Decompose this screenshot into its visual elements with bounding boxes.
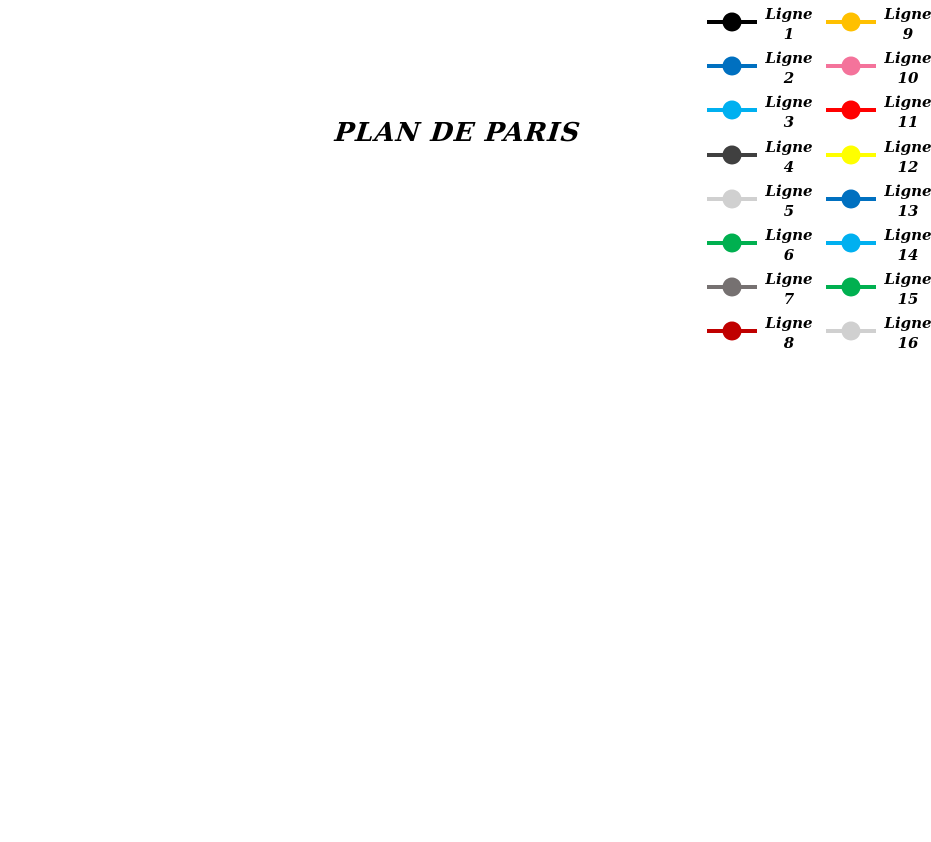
station-dot xyxy=(841,100,861,120)
station-dot xyxy=(722,145,742,165)
legend-item-line-14: Ligne 14 xyxy=(819,221,931,265)
legend-item-line-4: Ligne 4 xyxy=(700,133,818,177)
station-dot xyxy=(722,233,742,253)
legend-number: 1 xyxy=(783,25,795,43)
legend-number: 10 xyxy=(897,69,919,88)
metro-line-icon xyxy=(707,9,759,35)
station-dot xyxy=(722,189,742,209)
legend-number: 9 xyxy=(902,25,914,43)
metro-line-icon xyxy=(826,230,878,256)
metro-line-icon xyxy=(826,9,878,35)
metro-line-icon xyxy=(707,142,759,168)
legend-item-label: Ligne 11 xyxy=(879,92,931,132)
legend-item-line-1: Ligne 1 xyxy=(700,0,818,44)
legend-item-line-2: Ligne 2 xyxy=(700,44,818,88)
legend-word: Ligne xyxy=(884,137,931,156)
metro-line-icon xyxy=(826,318,878,344)
metro-line-icon xyxy=(707,230,759,256)
legend-number: 12 xyxy=(897,157,919,176)
legend-number: 3 xyxy=(783,113,795,132)
station-dot xyxy=(722,12,742,32)
legend-item-label: Ligne 3 xyxy=(760,92,818,132)
station-dot xyxy=(722,277,742,297)
metro-line-icon xyxy=(826,53,878,79)
metro-legend: Ligne 1 Ligne 2 Ligne 3 Ligne 4 Ligne 5 Ligne 6 Lign… xyxy=(700,0,931,360)
legend-number: 4 xyxy=(783,157,795,176)
legend-number: 15 xyxy=(897,290,919,309)
legend-item-label: Ligne 7 xyxy=(760,269,818,309)
station-dot xyxy=(841,321,861,341)
metro-line-icon xyxy=(826,142,878,168)
legend-word: Ligne xyxy=(884,314,931,333)
legend-item-label: Ligne 8 xyxy=(760,313,818,353)
legend-item-label: Ligne 9 xyxy=(879,4,931,44)
metro-line-icon xyxy=(707,97,759,123)
legend-number: 13 xyxy=(897,201,919,220)
legend-item-label: Ligne 16 xyxy=(879,313,931,353)
legend-item-label: Ligne 5 xyxy=(760,181,818,221)
legend-item-label: Ligne 1 xyxy=(760,4,818,44)
legend-number: 14 xyxy=(897,246,919,264)
legend-word: Ligne xyxy=(765,49,813,68)
legend-word: Ligne xyxy=(765,5,813,23)
legend-word: Ligne xyxy=(765,270,813,289)
legend-item-line-11: Ligne 11 xyxy=(819,88,931,132)
metro-line-icon xyxy=(707,53,759,79)
legend-word: Ligne xyxy=(765,181,813,200)
metro-line-icon xyxy=(826,186,878,212)
legend-number: 11 xyxy=(897,113,919,132)
legend-word: Ligne xyxy=(765,93,813,112)
metro-line-icon xyxy=(826,274,878,300)
legend-number: 5 xyxy=(783,201,795,220)
legend-item-label: Ligne 6 xyxy=(760,225,818,265)
legend-item-line-6: Ligne 6 xyxy=(700,221,818,265)
legend-number: 7 xyxy=(783,290,795,309)
legend-item-label: Ligne 10 xyxy=(879,48,931,88)
legend-item-label: Ligne 15 xyxy=(879,269,931,309)
metro-line-icon xyxy=(707,186,759,212)
legend-item-line-16: Ligne 16 xyxy=(819,309,931,353)
legend-item-line-13: Ligne 13 xyxy=(819,177,931,221)
legend-item-label: Ligne 2 xyxy=(760,48,818,88)
legend-item-line-7: Ligne 7 xyxy=(700,265,818,309)
legend-item-label: Ligne 14 xyxy=(879,225,931,265)
legend-item-line-10: Ligne 10 xyxy=(819,44,931,88)
station-dot xyxy=(841,233,861,253)
metro-line-icon xyxy=(826,97,878,123)
legend-word: Ligne xyxy=(884,270,931,289)
page-title: PLAN DE PARIS xyxy=(333,118,583,148)
station-dot xyxy=(841,56,861,76)
legend-item-line-15: Ligne 15 xyxy=(819,265,931,309)
legend-word: Ligne xyxy=(765,226,813,244)
legend-number: 16 xyxy=(897,334,919,353)
station-dot xyxy=(722,321,742,341)
metro-line-icon xyxy=(707,318,759,344)
legend-word: Ligne xyxy=(884,49,931,68)
legend-word: Ligne xyxy=(884,181,931,200)
station-dot xyxy=(841,189,861,209)
station-dot xyxy=(841,277,861,297)
legend-item-line-8: Ligne 8 xyxy=(700,309,818,353)
station-dot xyxy=(841,145,861,165)
legend-word: Ligne xyxy=(884,226,931,244)
legend-number: 6 xyxy=(783,246,795,264)
station-dot xyxy=(841,12,861,32)
station-dot xyxy=(722,56,742,76)
metro-line-icon xyxy=(707,274,759,300)
legend-number: 8 xyxy=(783,334,795,353)
legend-item-line-5: Ligne 5 xyxy=(700,177,818,221)
legend-item-line-12: Ligne 12 xyxy=(819,133,931,177)
legend-item-label: Ligne 12 xyxy=(879,137,931,177)
legend-word: Ligne xyxy=(765,137,813,156)
legend-item-label: Ligne 13 xyxy=(879,181,931,221)
legend-word: Ligne xyxy=(884,93,931,112)
legend-item-line-9: Ligne 9 xyxy=(819,0,931,44)
legend-item-line-3: Ligne 3 xyxy=(700,88,818,132)
legend-word: Ligne xyxy=(765,314,813,333)
station-dot xyxy=(722,100,742,120)
legend-item-label: Ligne 4 xyxy=(760,137,818,177)
legend-word: Ligne xyxy=(884,5,931,23)
legend-number: 2 xyxy=(783,69,795,88)
